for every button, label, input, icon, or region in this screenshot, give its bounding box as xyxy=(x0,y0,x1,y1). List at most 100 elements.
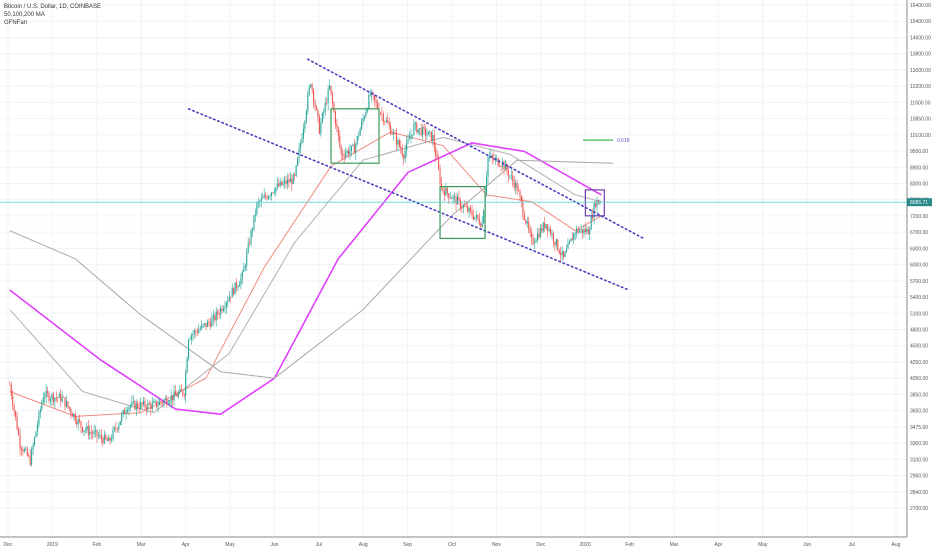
price-tick-label: 10850.00 xyxy=(910,117,931,123)
candle-body xyxy=(224,307,226,309)
candle-body xyxy=(35,431,37,438)
price-tick-label: 4250.00 xyxy=(910,360,928,366)
candle-body xyxy=(32,445,34,450)
price-tick-label: 13000.00 xyxy=(910,68,931,74)
candle-body xyxy=(116,428,118,430)
candle-body xyxy=(90,431,92,433)
candle-body xyxy=(317,109,319,117)
candle-body xyxy=(592,215,594,218)
candle-body xyxy=(211,318,213,327)
candle-body xyxy=(454,196,456,197)
ma-line-100 xyxy=(9,136,602,414)
ma-line-200 xyxy=(9,142,602,416)
candle-body xyxy=(262,197,264,199)
candle-body xyxy=(89,431,91,435)
candle-body xyxy=(186,358,188,373)
candle-body xyxy=(230,296,232,298)
highlight-box-1 xyxy=(330,108,380,164)
candle-body xyxy=(106,438,108,442)
candle-body xyxy=(70,409,72,414)
candle-body xyxy=(561,251,563,256)
candle-body xyxy=(60,394,62,402)
time-tick-label: Jul xyxy=(848,542,854,548)
candle-body xyxy=(236,282,238,288)
candle-body xyxy=(180,389,182,392)
candle-body xyxy=(436,156,438,159)
price-tick-label: 2960.00 xyxy=(910,474,928,480)
candle-body xyxy=(234,282,236,295)
candle-body xyxy=(342,153,344,156)
candle-body xyxy=(381,113,383,115)
candle-body xyxy=(55,397,57,399)
candle-body xyxy=(387,120,389,123)
candle-body xyxy=(279,181,281,187)
candle-body xyxy=(158,401,161,405)
candle-body xyxy=(272,192,274,194)
candle-body xyxy=(289,178,291,183)
candle-body xyxy=(64,397,66,407)
candle-body xyxy=(467,206,469,212)
candle-body xyxy=(446,187,448,194)
candle-body xyxy=(16,416,18,430)
candle-body xyxy=(278,183,280,187)
candle-body xyxy=(201,324,203,329)
candle-body xyxy=(533,242,536,244)
candle-body xyxy=(414,123,416,125)
candle-body xyxy=(185,372,187,396)
candle-body xyxy=(347,150,350,155)
candle-body xyxy=(105,434,107,439)
candle-body xyxy=(470,207,472,211)
candle-body xyxy=(487,157,489,177)
candle-body xyxy=(315,106,318,110)
candle-body xyxy=(270,192,272,196)
candle-body xyxy=(260,198,262,202)
candle-body xyxy=(548,228,550,231)
candle-body xyxy=(310,84,312,88)
candle-body xyxy=(440,183,443,188)
candle-body xyxy=(430,131,432,141)
candle-body xyxy=(589,229,591,235)
time-tick-label: Feb xyxy=(92,542,101,548)
candle-body xyxy=(565,249,568,253)
candle-body xyxy=(478,218,480,224)
candle-body xyxy=(12,395,14,406)
candle-body xyxy=(135,403,137,410)
candle-body xyxy=(193,330,195,334)
price-tick-label: 6000.00 xyxy=(910,263,928,269)
candle-body xyxy=(54,397,56,402)
candle-body xyxy=(295,165,297,176)
candle-body xyxy=(218,314,220,315)
candle-body xyxy=(320,122,322,134)
candle-body xyxy=(23,449,25,452)
price-tick-label: 6300.00 xyxy=(910,246,928,252)
candle-body xyxy=(122,410,124,415)
candle-body xyxy=(183,394,185,396)
candle-body xyxy=(58,394,60,398)
chart-legend: Bitcoin / U.S. Dollar, 1D, COINBASE 50,1… xyxy=(4,3,101,27)
price-tick-label: 3300.00 xyxy=(910,441,928,447)
candle-body xyxy=(111,439,113,441)
candle-body xyxy=(456,197,459,205)
candle-body xyxy=(29,455,31,465)
candle-body xyxy=(281,181,283,185)
candle-body xyxy=(497,158,499,166)
time-tick-label: 2020 xyxy=(580,542,591,548)
channel-trendline-2 xyxy=(187,108,630,291)
candle-body xyxy=(541,228,543,232)
candle-body xyxy=(205,323,207,327)
candle-body xyxy=(366,108,368,112)
candle-body xyxy=(92,432,94,435)
candle-body xyxy=(147,403,149,410)
candle-body xyxy=(48,393,50,401)
candle-body xyxy=(286,179,288,185)
candle-body xyxy=(305,111,307,122)
candle-body xyxy=(564,252,566,257)
candle-body xyxy=(212,315,214,319)
candle-body xyxy=(480,223,482,227)
candle-body xyxy=(47,390,49,394)
candle-body xyxy=(179,389,181,393)
candle-body xyxy=(547,224,549,231)
candle-body xyxy=(558,249,560,254)
